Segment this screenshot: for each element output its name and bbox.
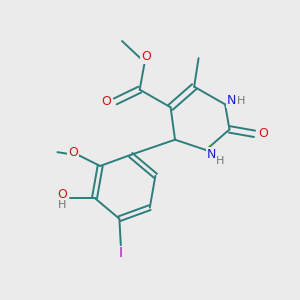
Text: N: N <box>227 94 236 107</box>
Text: I: I <box>119 246 123 260</box>
Text: H: H <box>216 156 224 166</box>
Text: H: H <box>236 96 245 106</box>
Text: N: N <box>207 148 217 161</box>
Text: O: O <box>68 146 78 159</box>
Text: O: O <box>258 127 268 140</box>
Text: H: H <box>58 200 66 210</box>
Text: O: O <box>57 188 67 201</box>
Text: O: O <box>101 95 111 108</box>
Text: O: O <box>141 50 151 64</box>
